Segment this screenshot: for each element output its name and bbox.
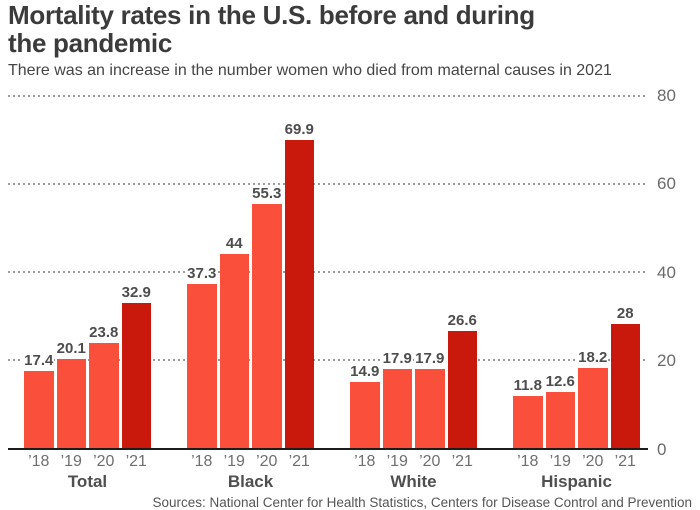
bar-column: 23.8 — [88, 96, 120, 448]
chart-subtitle: There was an increase in the number wome… — [8, 61, 612, 79]
bar-white-19 — [382, 368, 412, 448]
group-label-hispanic: Hispanic — [541, 471, 612, 491]
year-tick-label: ’18 — [517, 452, 539, 470]
year-tick-label: ’21 — [614, 452, 636, 470]
bar-white-18 — [350, 382, 380, 448]
year-tick-row: ’18 ’19 ’20 ’21 — [513, 453, 640, 471]
year-tick-label: ’19 — [223, 452, 245, 470]
year-tick-label: ’18 — [28, 452, 50, 470]
bar-column: 14.9 — [349, 96, 381, 448]
group-label-total: Total — [67, 471, 108, 491]
bar-column: 32.9 — [120, 96, 152, 448]
year-tick-label: ’20 — [419, 452, 441, 470]
year-tick-row: ’18 ’19 ’20 ’21 — [24, 453, 151, 471]
bar-white-21 — [447, 330, 477, 448]
bar-value-label: 20.1 — [55, 340, 87, 358]
year-tick-label: ’21 — [125, 452, 147, 470]
bar-value-label: 44 — [224, 235, 244, 253]
bar-group-black: 37.3 44 55.3 69.9 — [186, 96, 315, 448]
bar-value-label: 37.3 — [186, 264, 218, 282]
y-tick-label-40: 40 — [657, 262, 676, 282]
x-group-white: ’18 ’19 ’20 ’21 White — [350, 453, 477, 492]
chart-body: 17.4 20.1 23.8 32.9 37.3 44 55.3 69.9 14.9 17.9 17… — [8, 86, 692, 459]
bar-value-label: 26.6 — [446, 311, 478, 329]
bar-value-label: 32.9 — [120, 283, 152, 301]
year-tick-label: ’21 — [288, 452, 310, 470]
bar-value-label: 14.9 — [349, 363, 381, 381]
bar-black-19 — [219, 254, 249, 448]
bar-black-21 — [284, 140, 314, 448]
source-note: Sources: National Center for Health Stat… — [152, 494, 692, 510]
bar-value-label: 17.9 — [414, 349, 446, 367]
bar-group-white: 14.9 17.9 17.9 26.6 — [349, 96, 478, 448]
group-label-black: Black — [227, 471, 274, 491]
year-tick-label: ’18 — [354, 452, 376, 470]
x-axis-area: ’18 ’19 ’20 ’21 Total ’18 ’19 ’20 ’21 Black ’18 ’19… — [8, 450, 648, 494]
year-tick-row: ’18 ’19 ’20 ’21 — [187, 453, 314, 471]
x-group-total: ’18 ’19 ’20 ’21 Total — [24, 453, 151, 492]
gridline-40 — [8, 270, 648, 273]
bar-column: 18.2 — [577, 96, 609, 448]
bar-value-label: 17.4 — [23, 352, 55, 370]
bar-column: 37.3 — [186, 96, 218, 448]
bar-value-label: 55.3 — [251, 185, 283, 203]
bar-white-20 — [415, 368, 445, 448]
bar-value-label: 69.9 — [283, 121, 315, 139]
year-tick-label: ’20 — [93, 452, 115, 470]
x-group-black: ’18 ’19 ’20 ’21 Black — [187, 453, 314, 492]
bar-column: 44 — [219, 96, 249, 448]
year-tick-label: ’19 — [549, 452, 571, 470]
bar-total-18 — [24, 371, 54, 448]
bar-value-label: 12.6 — [544, 373, 576, 391]
year-tick-label: ’18 — [191, 452, 213, 470]
bar-column: 11.8 — [512, 96, 543, 448]
bar-group-hispanic: 11.8 12.6 18.2 28 — [512, 96, 640, 448]
bar-column: 17.4 — [23, 96, 55, 448]
bar-total-20 — [89, 342, 119, 448]
bar-column: 17.9 — [414, 96, 446, 448]
bar-column: 28 — [610, 96, 640, 448]
bar-hispanic-18 — [513, 395, 543, 448]
year-tick-label: ’19 — [386, 452, 408, 470]
bar-column: 55.3 — [251, 96, 283, 448]
year-tick-label: ’20 — [582, 452, 604, 470]
bar-hispanic-20 — [578, 367, 608, 448]
y-tick-label-0: 0 — [657, 439, 667, 459]
chart-title: Mortality rates in the U.S. before and d… — [8, 0, 535, 58]
gridline-80 — [8, 94, 648, 97]
bar-column: 26.6 — [446, 96, 478, 448]
bar-total-19 — [56, 359, 86, 448]
bar-value-label: 23.8 — [88, 323, 120, 341]
gridline-20 — [8, 358, 648, 361]
bar-value-label: 28 — [615, 305, 635, 323]
y-tick-label-20: 20 — [657, 351, 676, 371]
year-tick-label: ’21 — [451, 452, 473, 470]
bar-value-label: 18.2 — [577, 348, 609, 366]
bar-hispanic-19 — [545, 392, 575, 448]
year-tick-row: ’18 ’19 ’20 ’21 — [350, 453, 477, 471]
bar-total-21 — [121, 302, 151, 448]
bar-value-label: 11.8 — [512, 376, 543, 394]
bar-column: 12.6 — [544, 96, 576, 448]
y-axis-labels: 0 20 40 60 80 — [648, 86, 692, 459]
bar-hispanic-21 — [610, 324, 640, 448]
bar-column: 17.9 — [381, 96, 413, 448]
year-tick-label: ’19 — [60, 452, 82, 470]
gridline-60 — [8, 182, 648, 185]
y-tick-label-60: 60 — [657, 174, 676, 194]
year-tick-label: ’20 — [256, 452, 278, 470]
x-group-hispanic: ’18 ’19 ’20 ’21 Hispanic — [513, 453, 640, 492]
bar-black-20 — [252, 204, 282, 448]
bar-column: 20.1 — [55, 96, 87, 448]
group-label-white: White — [390, 471, 437, 491]
bar-column: 69.9 — [283, 96, 315, 448]
bar-value-label: 17.9 — [381, 349, 413, 367]
plot-area: 17.4 20.1 23.8 32.9 37.3 44 55.3 69.9 14.9 17.9 17… — [8, 94, 648, 450]
y-tick-label-80: 80 — [657, 85, 676, 105]
bar-black-18 — [187, 283, 217, 448]
bar-group-total: 17.4 20.1 23.8 32.9 — [23, 96, 152, 448]
